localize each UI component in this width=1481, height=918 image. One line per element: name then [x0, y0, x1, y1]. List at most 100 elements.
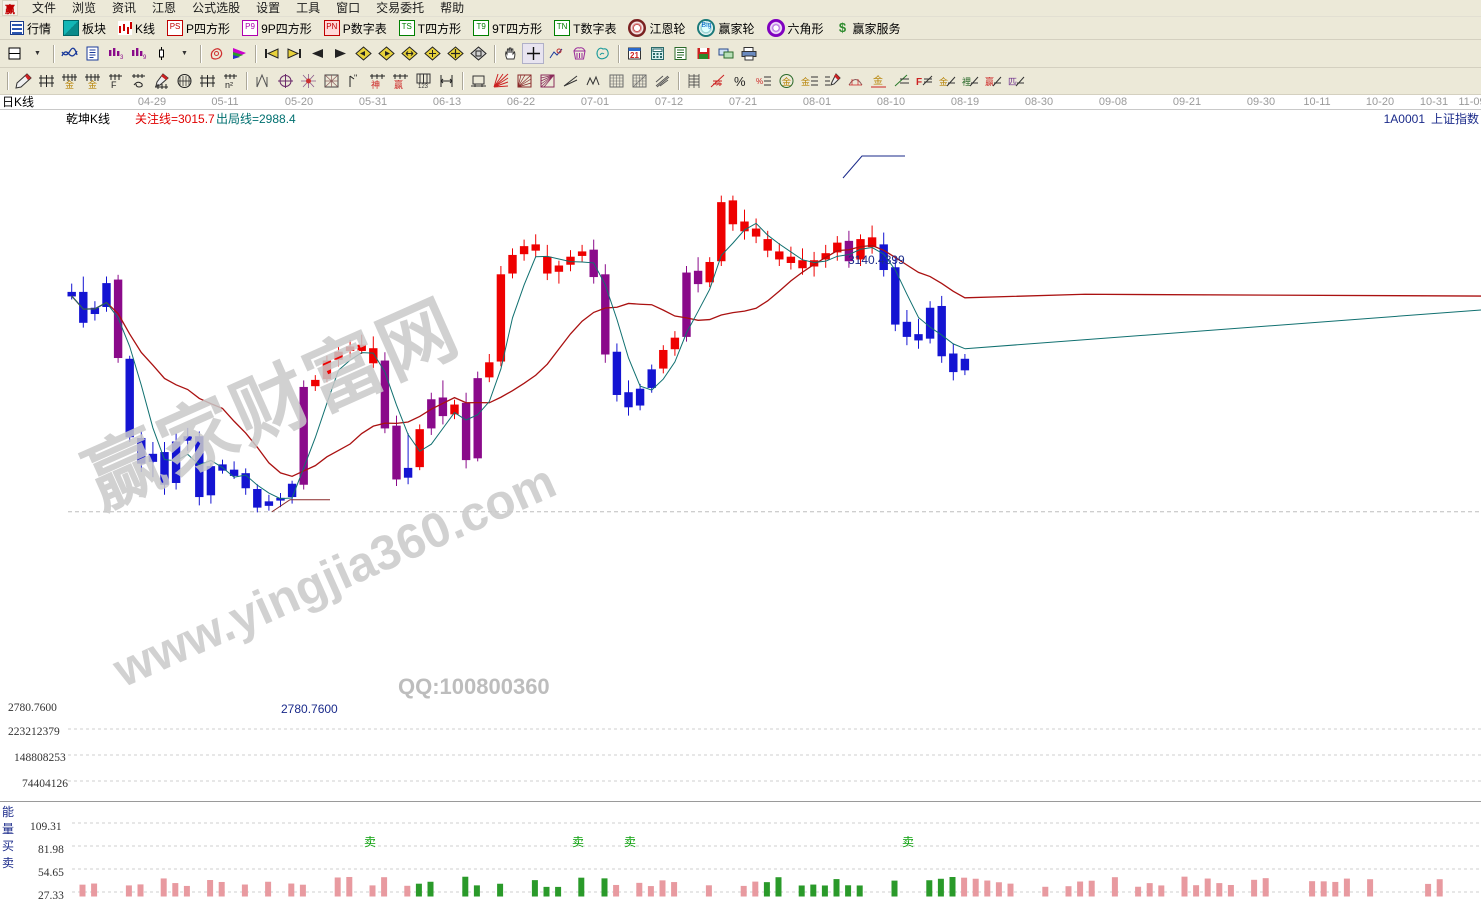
box-cross-icon[interactable] — [320, 71, 342, 92]
kline-9-icon[interactable]: 9 — [127, 43, 149, 64]
gann-f-icon[interactable]: F — [104, 71, 126, 92]
gold-slope-icon[interactable]: 金 — [936, 71, 958, 92]
fit-icon[interactable] — [467, 43, 489, 64]
grid-net-icon[interactable] — [605, 71, 627, 92]
func-9t-square[interactable]: T9 9T四方形 — [467, 18, 548, 38]
notes-icon[interactable] — [669, 43, 691, 64]
gold-level-icon[interactable]: 金 — [798, 71, 820, 92]
func-kline[interactable]: K线 — [112, 18, 161, 38]
ying-grid-icon[interactable]: 赢 — [389, 71, 411, 92]
menu-item-tools[interactable]: 工具 — [296, 1, 321, 15]
f-level-icon[interactable]: F — [913, 71, 935, 92]
func-p-square[interactable]: PS P四方形 — [161, 18, 236, 38]
menu-item-browse[interactable]: 浏览 — [72, 1, 97, 15]
h-measure-icon[interactable] — [435, 71, 457, 92]
print-icon[interactable] — [738, 43, 760, 64]
zoom-out-icon[interactable] — [421, 43, 443, 64]
overlay-chart-icon[interactable] — [58, 43, 80, 64]
two-line-icon[interactable] — [559, 71, 581, 92]
func-winner-wheel[interactable]: Big 赢家轮 — [691, 18, 760, 38]
grid-lines-icon[interactable] — [196, 71, 218, 92]
gann-spiral-icon[interactable] — [127, 71, 149, 92]
si-slope-icon[interactable]: 匹 — [1005, 71, 1027, 92]
first-page-icon[interactable] — [260, 43, 282, 64]
calendar-period-icon[interactable] — [3, 43, 25, 64]
func-winner-service[interactable]: $ 赢家服务 — [830, 18, 907, 38]
parallel-icon[interactable] — [651, 71, 673, 92]
menu-item-formula-screen[interactable]: 公式选股 — [192, 1, 241, 15]
fan-box-icon[interactable] — [513, 71, 535, 92]
period-dropdown-caret-icon[interactable]: ▼ — [34, 50, 41, 57]
func-gann-wheel[interactable]: 江恩轮 — [622, 18, 691, 38]
percent-sign-icon[interactable]: % — [729, 71, 751, 92]
prev-page-icon[interactable] — [306, 43, 328, 64]
func-p-number-table[interactable]: PN P数字表 — [318, 18, 393, 38]
last-page-icon[interactable] — [283, 43, 305, 64]
fan-red-icon[interactable] — [490, 71, 512, 92]
bar-quote-icon[interactable]: " — [343, 71, 365, 92]
func-blocks[interactable]: 板块 — [57, 18, 112, 38]
report-icon[interactable] — [81, 43, 103, 64]
measure-icon[interactable] — [545, 43, 567, 64]
brush-level-icon[interactable] — [821, 71, 843, 92]
func-quotes[interactable]: 行情 — [4, 18, 57, 38]
zoom-left-icon[interactable] — [352, 43, 374, 64]
pen-icon[interactable] — [12, 71, 34, 92]
gold-fan-icon[interactable]: 金 — [867, 71, 889, 92]
price-panel[interactable] — [0, 128, 1481, 590]
fan-net-icon[interactable] — [536, 71, 558, 92]
calendar-21-icon[interactable]: 21 — [623, 43, 645, 64]
menu-item-news[interactable]: 资讯 — [112, 1, 137, 15]
gann-gold-1-icon[interactable]: 金 — [58, 71, 80, 92]
grid-net2-icon[interactable] — [628, 71, 650, 92]
menu-item-file[interactable]: 文件 — [32, 1, 57, 15]
save-icon[interactable] — [692, 43, 714, 64]
basket-icon[interactable] — [568, 43, 590, 64]
menu-item-gann[interactable]: 江恩 — [152, 1, 177, 15]
brain-icon[interactable] — [591, 43, 613, 64]
li-slope-icon[interactable]: 裡 — [959, 71, 981, 92]
func-9p-square[interactable]: P9 9P四方形 — [236, 18, 318, 38]
crosshair-icon[interactable] — [522, 43, 544, 64]
bar-dropdown-caret-icon[interactable]: ▼ — [181, 50, 188, 57]
target-circle-icon[interactable] — [274, 71, 296, 92]
pen-grid-icon[interactable] — [150, 71, 172, 92]
menu-item-trade[interactable]: 交易委托 — [376, 1, 425, 15]
chart-area[interactable]: 赢家财富网 www.yingjia360.com QQ:100800360 31… — [0, 128, 1481, 902]
func-hexagon[interactable]: 六角形 — [761, 18, 830, 38]
zigzag-icon[interactable] — [582, 71, 604, 92]
gann-gold-2-icon[interactable]: 金 — [81, 71, 103, 92]
gold-circle-icon[interactable]: 金 — [775, 71, 797, 92]
n-squared-icon[interactable]: n² — [219, 71, 241, 92]
money-icon[interactable] — [715, 43, 737, 64]
menu-item-settings[interactable]: 设置 — [256, 1, 281, 15]
zoom-in-icon[interactable] — [444, 43, 466, 64]
color-chart-icon[interactable] — [228, 43, 250, 64]
func-t-number-table[interactable]: TN T数字表 — [548, 18, 622, 38]
single-bar-icon[interactable] — [150, 43, 172, 64]
ladder-icon[interactable] — [683, 71, 705, 92]
shen-grid-icon[interactable]: 神 — [366, 71, 388, 92]
percent-level-icon[interactable]: % — [752, 71, 774, 92]
angle-lines-icon[interactable] — [251, 71, 273, 92]
ying-slope-icon[interactable]: 赢 — [982, 71, 1004, 92]
func-t-square[interactable]: TS T四方形 — [393, 18, 467, 38]
hand-pan-icon[interactable] — [499, 43, 521, 64]
gann-grid-icon[interactable] — [35, 71, 57, 92]
star-burst-icon[interactable] — [297, 71, 319, 92]
zoom-horizontal-icon[interactable] — [398, 43, 420, 64]
svg-text:金: 金 — [65, 79, 74, 89]
rect-base-icon[interactable] — [467, 71, 489, 92]
circle-scale-icon[interactable] — [173, 71, 195, 92]
draw-tool-icon[interactable] — [205, 43, 227, 64]
menu-item-window[interactable]: 窗口 — [336, 1, 361, 15]
zoom-right-icon[interactable] — [375, 43, 397, 64]
slope-level-icon[interactable] — [890, 71, 912, 92]
arc-fan-icon[interactable] — [844, 71, 866, 92]
ladder-123-icon[interactable]: 123 — [412, 71, 434, 92]
kline-3-icon[interactable]: 3 — [104, 43, 126, 64]
calculator-icon[interactable] — [646, 43, 668, 64]
next-page-icon[interactable] — [329, 43, 351, 64]
menu-item-help[interactable]: 帮助 — [440, 1, 465, 15]
percent-fan-icon[interactable]: % — [706, 71, 728, 92]
